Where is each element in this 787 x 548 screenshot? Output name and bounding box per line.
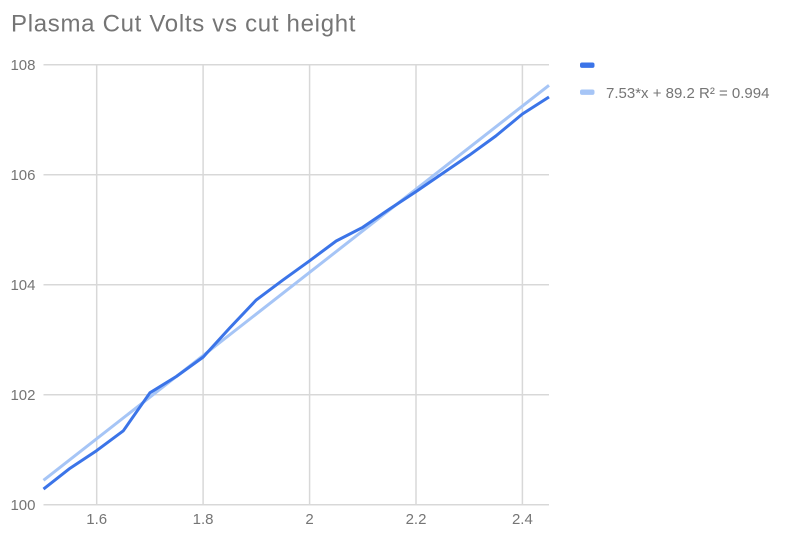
svg-text:108: 108 [10,57,35,74]
svg-text:2.2: 2.2 [406,511,427,528]
svg-text:106: 106 [10,167,35,184]
svg-text:102: 102 [10,387,35,404]
svg-text:1.6: 1.6 [86,511,107,528]
svg-text:2.4: 2.4 [512,511,533,528]
svg-text:1.8: 1.8 [193,511,214,528]
svg-text:7.53*x + 89.2 R² = 0.994: 7.53*x + 89.2 R² = 0.994 [606,85,769,102]
svg-text:104: 104 [10,277,35,294]
svg-text:100: 100 [10,497,35,514]
svg-text:Plasma Cut Volts vs cut height: Plasma Cut Volts vs cut height [11,10,356,37]
svg-text:2: 2 [305,511,313,528]
